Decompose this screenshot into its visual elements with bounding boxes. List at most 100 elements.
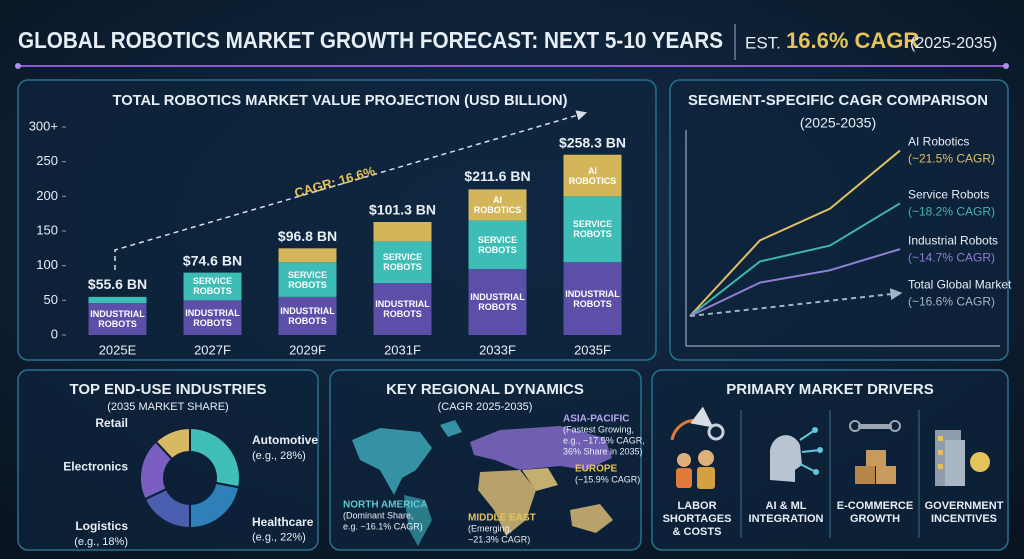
- y-tick-label: 50: [44, 292, 58, 307]
- segment-label: SERVICE ROBOTS: [192, 276, 233, 297]
- region-south-america: [404, 495, 432, 546]
- panel: [669, 79, 1009, 361]
- icon-part: [817, 447, 823, 453]
- segment-label: INDUSTRIAL ROBOTS: [90, 309, 145, 330]
- driver-label: INCENTIVES: [931, 513, 997, 525]
- y-tick-label: 300+: [29, 118, 58, 133]
- bar-segment: [373, 283, 432, 335]
- segment-label-box: SERVICE ROBOTS: [288, 270, 327, 290]
- slice-label: Healthcare: [252, 515, 314, 529]
- driver-label: INTEGRATION: [749, 513, 824, 525]
- segment-label: INDUSTRIAL ROBOTS: [470, 292, 525, 313]
- icon-ecommerce: [849, 420, 901, 484]
- icon-part: [670, 406, 714, 441]
- pie-slice: [154, 426, 191, 461]
- segment-label-box: SERVICE ROBOTS: [572, 219, 613, 240]
- icon-part: [876, 466, 896, 484]
- region-detail: e.g., ~17.5% CAGR,: [563, 435, 645, 445]
- driver-label: LABOR: [677, 500, 716, 512]
- region-north-america: [352, 428, 432, 495]
- icon-part: [677, 453, 691, 467]
- slice-value-label: (e.g., 18%): [74, 536, 128, 548]
- icon-part: [812, 427, 818, 433]
- slice-label: Retail: [95, 416, 128, 430]
- segment-label: SERVICE ROBOTS: [382, 252, 423, 273]
- driver-label: E-COMMERCE: [837, 500, 913, 512]
- segment-label-box: INDUSTRIAL ROBOTS: [185, 307, 240, 328]
- icon-part: [698, 450, 714, 466]
- header-period: (2025-2035): [910, 35, 997, 52]
- y-tick-label: 200: [36, 188, 58, 203]
- driver-label: GROWTH: [850, 513, 900, 525]
- series-name: Industrial Robots: [908, 233, 998, 247]
- page-title: GLOBAL ROBOTICS MARKET GROWTH FORECAST: …: [18, 27, 723, 53]
- total-label: $258.3 BN: [559, 134, 626, 150]
- region-detail: (Fastest Growing,: [563, 424, 634, 434]
- driver-label: GOVERNMENT: [925, 500, 1004, 512]
- segment-label-box: INDUSTRIAL ROBOTS: [375, 299, 430, 319]
- region-detail: (Emerging,: [468, 523, 512, 533]
- panel-title: PRIMARY MARKET DRIVERS: [726, 381, 934, 398]
- segment-label: INDUSTRIAL ROBOTS: [375, 299, 430, 319]
- region-eurasia: [470, 426, 612, 470]
- region-middle-east: [522, 468, 558, 491]
- segment-label: INDUSTRIAL ROBOTS: [280, 305, 335, 326]
- bar-segment: [563, 196, 622, 263]
- bar-segment: [183, 272, 242, 301]
- bar-segment: [468, 189, 527, 221]
- region-name: EUROPE: [575, 464, 618, 475]
- series-cagr: (~16.6% CAGR): [908, 294, 995, 308]
- chart-title: TOP END-USE INDUSTRIES: [70, 381, 267, 398]
- bar-segment: [468, 220, 527, 270]
- world-map: [352, 420, 613, 546]
- panel-title: KEY REGIONAL DYNAMICS: [386, 381, 584, 398]
- icon-part: [855, 466, 875, 484]
- segment-label-box: SERVICE ROBOTS: [192, 276, 233, 297]
- slice-value-label: (e.g., 22%): [252, 532, 306, 544]
- total-label: $96.8 BN: [278, 228, 337, 244]
- bar-segment: [373, 241, 432, 283]
- segment-label-box: INDUSTRIAL ROBOTS: [565, 288, 620, 309]
- icon-part: [970, 452, 990, 472]
- series-line: [689, 149, 901, 317]
- bar-segment: [278, 296, 337, 335]
- segment-label-box: INDUSTRIAL ROBOTS: [90, 309, 145, 330]
- header-est: EST.: [745, 33, 781, 52]
- bar-segment: [183, 300, 242, 335]
- x-tick-label: 2031F: [384, 342, 421, 357]
- segment-label-box: AI ROBOTICS: [569, 166, 617, 186]
- icon-government: [935, 430, 990, 486]
- series-line: [689, 202, 901, 317]
- bar-segment: [88, 296, 147, 304]
- icon-ai: [770, 427, 823, 482]
- segment-label-box: INDUSTRIAL ROBOTS: [470, 292, 525, 313]
- slice-label: Logistics: [75, 519, 128, 533]
- segment-label: INDUSTRIAL ROBOTS: [185, 307, 240, 328]
- icon-part: [938, 450, 943, 455]
- chart-subtitle: (2025-2035): [800, 115, 876, 131]
- region-africa: [478, 470, 536, 536]
- icon-part: [938, 436, 943, 441]
- segment-label: INDUSTRIAL ROBOTS: [565, 288, 620, 309]
- series-name: Service Robots: [908, 188, 989, 202]
- driver-label: AI & ML: [766, 500, 807, 512]
- x-tick-label: 2025E: [99, 342, 137, 357]
- series-line: [689, 248, 901, 317]
- panel-subtitle: (CAGR 2025-2035): [438, 401, 533, 413]
- icon-part: [813, 469, 819, 475]
- chart-subtitle: (2035 MARKET SHARE): [107, 401, 228, 413]
- total-label: $55.6 BN: [88, 276, 147, 292]
- bar-segment: [278, 262, 337, 297]
- series-cagr: (~21.5% CAGR): [908, 152, 995, 166]
- icon-part: [676, 468, 692, 488]
- bar-segment: [278, 248, 337, 263]
- x-tick-label: 2033F: [479, 342, 516, 357]
- driver-label: SHORTAGES: [663, 513, 732, 525]
- icon-part: [866, 450, 886, 466]
- x-tick-label: 2035F: [574, 342, 611, 357]
- slice-value-label: (e.g., 28%): [252, 450, 306, 462]
- segment-label: SERVICE ROBOTS: [572, 219, 613, 240]
- rule-dot: [1003, 63, 1009, 69]
- segment-label-box: SERVICE ROBOTS: [478, 235, 517, 255]
